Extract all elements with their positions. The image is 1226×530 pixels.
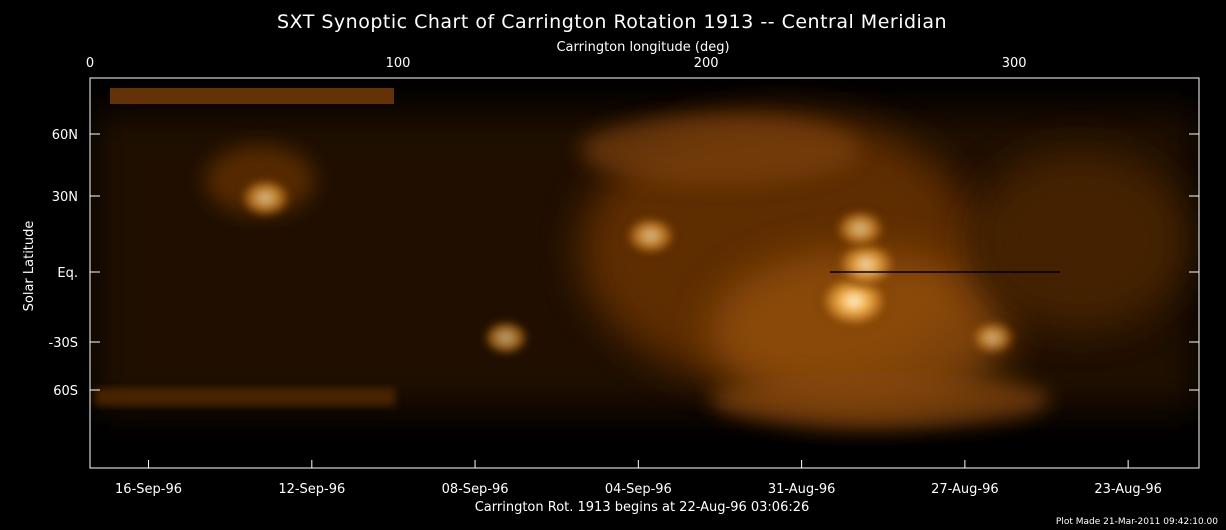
bright-region	[834, 240, 899, 289]
top-tick-label: 100	[386, 56, 411, 71]
synoptic-image	[90, 78, 1199, 468]
chart-title: SXT Synoptic Chart of Carrington Rotatio…	[277, 11, 947, 33]
y-tick-label: -30S	[49, 336, 79, 351]
active-complex-mid	[710, 250, 1010, 410]
bright-region	[239, 178, 292, 218]
active-complex-south	[710, 372, 1050, 428]
bottom-axis: 16-Sep-96 12-Sep-96 08-Sep-96 04-Sep-96 31-A…	[115, 460, 1162, 497]
bottom-tick-label: 31-Aug-96	[768, 482, 836, 497]
y-axis: 60N 30N Eq. -30S 60S	[49, 128, 1199, 399]
y-tick-label: Eq.	[57, 266, 78, 281]
bright-region	[834, 209, 887, 249]
bright-region	[482, 320, 529, 355]
plot-frame	[89, 77, 1200, 469]
active-complex-east	[970, 150, 1190, 330]
bottom-tick-label: 08-Sep-96	[442, 482, 509, 497]
bright-region	[624, 216, 677, 256]
bottom-tick-label: 27-Aug-96	[931, 482, 999, 497]
bottom-tick-label: 12-Sep-96	[278, 482, 345, 497]
y-tick-label: 60N	[52, 128, 78, 143]
active-complex-upper	[580, 115, 860, 185]
south-band	[95, 388, 395, 406]
y-tick-label: 30N	[52, 190, 78, 205]
top-tick-label: 200	[694, 56, 719, 71]
plot-made-footer: Plot Made 21-Mar-2011 09:42:10.00	[1056, 517, 1218, 527]
y-axis-label: Solar Latitude	[22, 221, 37, 312]
bottom-tick-label: 23-Aug-96	[1094, 482, 1162, 497]
top-axis-label: Carrington longitude (deg)	[556, 40, 729, 55]
bottom-tick-label: 04-Sep-96	[605, 482, 672, 497]
bottom-axis-label: Carrington Rot. 1913 begins at 22-Aug-96…	[475, 500, 810, 515]
bright-regions	[239, 178, 1016, 355]
bottom-tick-label: 16-Sep-96	[115, 482, 182, 497]
top-tick-label: 0	[86, 56, 94, 71]
top-axis: 0 100 200 300	[86, 56, 1027, 86]
bright-region	[969, 320, 1016, 355]
top-tick-label: 300	[1002, 56, 1027, 71]
y-tick-label: 60S	[53, 384, 78, 399]
top-strip	[110, 88, 394, 104]
